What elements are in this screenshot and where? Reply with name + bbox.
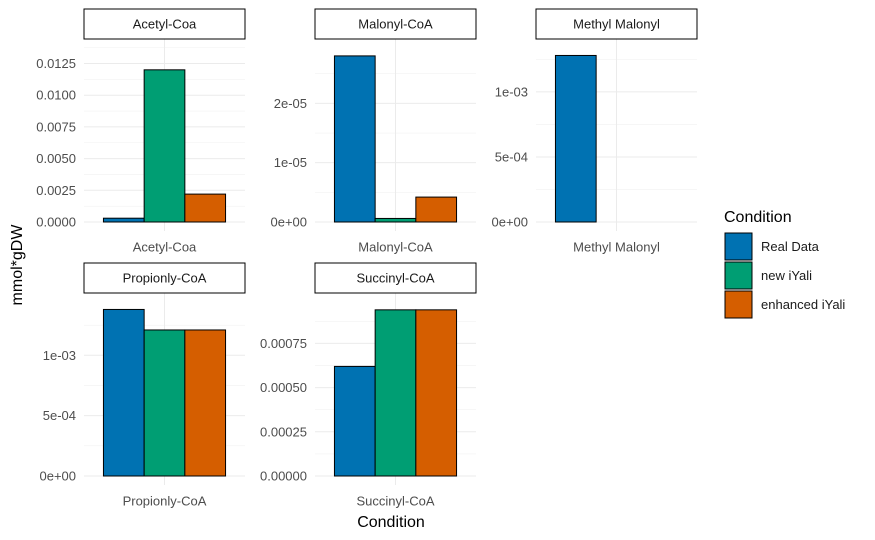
- legend-title: Condition: [724, 209, 792, 226]
- y-tick-label: 0.00025: [260, 424, 307, 439]
- legend-swatch: [724, 232, 753, 261]
- legend: Condition Real Data new iYali enhanced iYa…: [724, 209, 845, 319]
- facet-panels: 0.0000 0.0025 0.0050 0.0075 0.0100 0.0125 Acet…: [36, 8, 698, 509]
- facet-panel: 0.0000 0.0025 0.0050 0.0075 0.0100 0.0125 Acet…: [36, 8, 246, 255]
- legend-label: Real Data: [761, 239, 820, 254]
- y-tick-label: 0e+00: [39, 469, 76, 484]
- facet-strip: [314, 262, 477, 294]
- x-tick-label: Methyl Malonyl: [573, 240, 660, 255]
- y-tick-label: 0.00050: [260, 380, 307, 395]
- bar-real-data: [333, 55, 376, 223]
- bar-enhanced-iyali: [415, 309, 458, 477]
- bar-real-data: [102, 217, 145, 223]
- facet-strip-label: Acetyl-Coa: [133, 17, 197, 32]
- y-tick-label: 0.0125: [36, 56, 76, 71]
- y-tick-label: 0e+00: [491, 215, 528, 230]
- x-tick-label: Propionly-CoA: [123, 494, 207, 509]
- bar-real-data: [102, 308, 145, 477]
- facet-panel: 0e+00 1e-05 2e-05 Malonyl-CoA Malonyl-CoA: [270, 8, 477, 255]
- y-tick-label: 0.0075: [36, 119, 76, 134]
- facet-strip: [314, 8, 477, 40]
- legend-label: new iYali: [761, 268, 812, 283]
- y-tick-label: 0.00000: [260, 469, 307, 484]
- x-tick-label: Malonyl-CoA: [358, 240, 433, 255]
- y-tick-label: 5e-04: [495, 149, 528, 164]
- facet-strip: [83, 8, 246, 40]
- y-tick-label: 5e-04: [43, 408, 76, 423]
- y-tick-label: 0.0100: [36, 88, 76, 103]
- y-tick-label: 0.0000: [36, 215, 76, 230]
- legend-swatch: [724, 290, 753, 319]
- y-tick-label: 0.00075: [260, 336, 307, 351]
- y-tick-label: 0.0050: [36, 151, 76, 166]
- y-axis-title: mmol*gDW: [9, 224, 26, 306]
- legend-swatch: [724, 261, 753, 290]
- legend-label: enhanced iYali: [761, 297, 845, 312]
- facet-strip-label: Propionly-CoA: [123, 271, 207, 286]
- bar-new-iyali: [374, 309, 417, 477]
- bar-new-iyali: [143, 69, 186, 223]
- y-tick-label: 0.0025: [36, 183, 76, 198]
- y-tick-label: 1e-05: [274, 155, 307, 170]
- facet-panel: 0.00000 0.00025 0.00050 0.00075 Succinyl-CoA…: [260, 262, 477, 509]
- facet-strip-label: Malonyl-CoA: [358, 17, 433, 32]
- facet-strip-label: Methyl Malonyl: [573, 17, 660, 32]
- facet-strip-label: Succinyl-CoA: [356, 271, 434, 286]
- facet-strip: [535, 8, 698, 40]
- y-tick-label: 0e+00: [270, 215, 307, 230]
- bar-new-iyali: [143, 329, 186, 477]
- y-tick-label: 2e-05: [274, 96, 307, 111]
- y-tick-label: 1e-03: [43, 348, 76, 363]
- x-tick-label: Succinyl-CoA: [356, 494, 434, 509]
- bar-enhanced-iyali: [184, 193, 227, 223]
- bar-new-iyali: [374, 217, 417, 223]
- bar-enhanced-iyali: [415, 196, 458, 223]
- bar-real-data: [554, 54, 597, 223]
- facet-panel: 0e+00 5e-04 1e-03 Methyl Malonyl Methyl Malo…: [491, 8, 698, 255]
- x-axis-title: Condition: [357, 514, 425, 531]
- bar-enhanced-iyali: [184, 329, 227, 477]
- x-tick-label: Acetyl-Coa: [133, 240, 197, 255]
- y-tick-label: 1e-03: [495, 84, 528, 99]
- facet-strip: [83, 262, 246, 294]
- bar-real-data: [333, 365, 376, 477]
- facet-panel: 0e+00 5e-04 1e-03 Propionly-CoA Propionly-Co…: [39, 262, 246, 509]
